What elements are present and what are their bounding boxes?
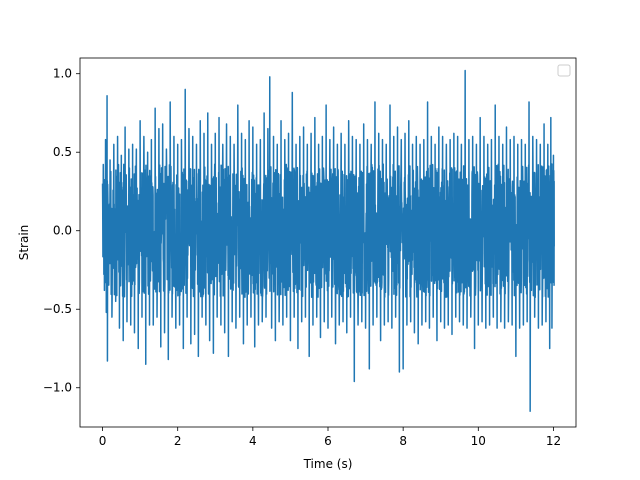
x-tick-label: 4 [249,434,257,448]
y-tick-label: −0.5 [43,302,72,316]
x-tick-label: 10 [471,434,486,448]
y-tick-label: −1.0 [43,381,72,395]
x-axis-ticks: 0 2 4 6 8 10 12 [99,427,561,448]
x-tick-label: 2 [174,434,182,448]
x-tick-label: 8 [399,434,407,448]
y-tick-label: 1.0 [53,67,72,81]
y-axis-label: Strain [17,225,31,261]
y-tick-label: 0.0 [53,224,72,238]
x-axis-label: Time (s) [303,457,353,471]
y-axis-ticks: −1.0 −0.5 0.0 0.5 1.0 [43,67,80,395]
y-tick-label: 0.5 [53,145,72,159]
series-layer [101,69,555,413]
x-tick-label: 0 [99,434,107,448]
legend-box [557,64,571,77]
x-tick-label: 12 [546,434,561,448]
strain-series-line [101,69,555,413]
x-tick-label: 6 [324,434,332,448]
